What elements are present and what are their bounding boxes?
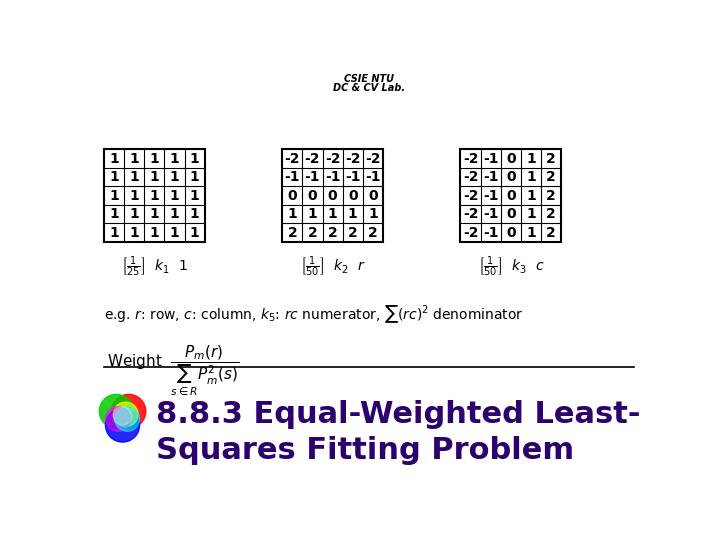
Text: 8.8.3 Equal-Weighted Least-: 8.8.3 Equal-Weighted Least- bbox=[156, 400, 640, 429]
Text: 1: 1 bbox=[130, 188, 139, 202]
Bar bbox=[461, 150, 561, 242]
Text: 1: 1 bbox=[150, 152, 159, 166]
Text: 0: 0 bbox=[506, 170, 516, 184]
Text: 1: 1 bbox=[109, 188, 119, 202]
Text: -1: -1 bbox=[483, 188, 498, 202]
Text: -1: -1 bbox=[483, 152, 498, 166]
Circle shape bbox=[99, 394, 133, 428]
Text: 1: 1 bbox=[190, 207, 199, 221]
Text: 1: 1 bbox=[526, 226, 536, 240]
Text: 1: 1 bbox=[109, 207, 119, 221]
Bar bbox=[282, 150, 383, 242]
Text: 2: 2 bbox=[546, 170, 556, 184]
Text: -2: -2 bbox=[325, 152, 341, 166]
Text: -2: -2 bbox=[305, 152, 320, 166]
Text: -1: -1 bbox=[483, 207, 498, 221]
Text: -1: -1 bbox=[345, 170, 361, 184]
Text: 0: 0 bbox=[287, 188, 297, 202]
Text: -2: -2 bbox=[365, 152, 381, 166]
Text: -2: -2 bbox=[463, 188, 478, 202]
Text: -2: -2 bbox=[463, 170, 478, 184]
Text: 0: 0 bbox=[506, 207, 516, 221]
Text: 0: 0 bbox=[506, 226, 516, 240]
Text: CSIE NTU: CSIE NTU bbox=[344, 73, 394, 84]
Text: 1: 1 bbox=[170, 170, 179, 184]
Text: 1: 1 bbox=[109, 226, 119, 240]
Text: 1: 1 bbox=[150, 207, 159, 221]
Text: 2: 2 bbox=[328, 226, 338, 240]
Text: 2: 2 bbox=[546, 188, 556, 202]
Text: 1: 1 bbox=[170, 188, 179, 202]
Text: 1: 1 bbox=[170, 152, 179, 166]
Text: 1: 1 bbox=[170, 226, 179, 240]
Text: 2: 2 bbox=[348, 226, 358, 240]
Text: -2: -2 bbox=[463, 226, 478, 240]
Text: 1: 1 bbox=[328, 207, 338, 221]
Circle shape bbox=[113, 402, 138, 427]
Text: Squares Fitting Problem: Squares Fitting Problem bbox=[156, 436, 574, 465]
Text: 1: 1 bbox=[109, 152, 119, 166]
Text: 1: 1 bbox=[526, 207, 536, 221]
Text: -1: -1 bbox=[483, 170, 498, 184]
Text: 2: 2 bbox=[307, 226, 318, 240]
Text: 1: 1 bbox=[170, 207, 179, 221]
Text: -1: -1 bbox=[305, 170, 320, 184]
Text: 1: 1 bbox=[190, 188, 199, 202]
Text: -1: -1 bbox=[325, 170, 341, 184]
Text: 2: 2 bbox=[546, 152, 556, 166]
Text: 0: 0 bbox=[307, 188, 318, 202]
Text: $\left[\frac{1}{25}\right]$  $k_1$  1: $\left[\frac{1}{25}\right]$ $k_1$ 1 bbox=[121, 254, 188, 279]
Text: -1: -1 bbox=[284, 170, 300, 184]
Text: 1: 1 bbox=[190, 170, 199, 184]
Circle shape bbox=[106, 408, 140, 442]
Circle shape bbox=[113, 407, 132, 425]
Text: 1: 1 bbox=[130, 152, 139, 166]
Text: 1: 1 bbox=[526, 188, 536, 202]
Text: -1: -1 bbox=[483, 226, 498, 240]
Text: 0: 0 bbox=[328, 188, 338, 202]
Circle shape bbox=[106, 407, 130, 431]
Text: 1: 1 bbox=[307, 207, 318, 221]
Text: 2: 2 bbox=[287, 226, 297, 240]
Text: 2: 2 bbox=[368, 226, 378, 240]
Text: 1: 1 bbox=[150, 188, 159, 202]
Text: 0: 0 bbox=[348, 188, 358, 202]
Text: 1: 1 bbox=[130, 226, 139, 240]
Text: -2: -2 bbox=[345, 152, 361, 166]
Text: 1: 1 bbox=[287, 207, 297, 221]
Text: 1: 1 bbox=[526, 170, 536, 184]
Text: -2: -2 bbox=[463, 207, 478, 221]
Text: 0: 0 bbox=[506, 152, 516, 166]
Text: 1: 1 bbox=[150, 170, 159, 184]
Text: 1: 1 bbox=[348, 207, 358, 221]
Text: -2: -2 bbox=[463, 152, 478, 166]
Circle shape bbox=[112, 394, 145, 428]
Text: 1: 1 bbox=[190, 152, 199, 166]
Text: $\left[\frac{1}{50}\right]$  $k_3$  $c$: $\left[\frac{1}{50}\right]$ $k_3$ $c$ bbox=[477, 254, 544, 279]
Text: 1: 1 bbox=[130, 170, 139, 184]
Text: Weight  $\dfrac{P_m(r)}{\sum_{s\in R} P_m^2(s)}$: Weight $\dfrac{P_m(r)}{\sum_{s\in R} P_m… bbox=[107, 343, 239, 397]
Text: DC & CV Lab.: DC & CV Lab. bbox=[333, 83, 405, 93]
Text: 1: 1 bbox=[109, 170, 119, 184]
Text: 2: 2 bbox=[546, 226, 556, 240]
Circle shape bbox=[114, 407, 140, 431]
Text: $\left[\frac{1}{50}\right]$  $k_2$  $r$: $\left[\frac{1}{50}\right]$ $k_2$ $r$ bbox=[300, 254, 365, 279]
Text: 1: 1 bbox=[526, 152, 536, 166]
Text: 0: 0 bbox=[368, 188, 378, 202]
Text: -2: -2 bbox=[284, 152, 300, 166]
Text: -1: -1 bbox=[365, 170, 381, 184]
Text: 1: 1 bbox=[130, 207, 139, 221]
Text: 2: 2 bbox=[546, 207, 556, 221]
Bar bbox=[104, 150, 204, 242]
Text: 1: 1 bbox=[150, 226, 159, 240]
Text: e.g. $r$: row, $c$: column, $k_5$: $rc$ numerator, $\sum(rc)^2$ denominator: e.g. $r$: row, $c$: column, $k_5$: $rc$ … bbox=[104, 303, 523, 325]
Text: 1: 1 bbox=[368, 207, 378, 221]
Text: 0: 0 bbox=[506, 188, 516, 202]
Text: 1: 1 bbox=[190, 226, 199, 240]
